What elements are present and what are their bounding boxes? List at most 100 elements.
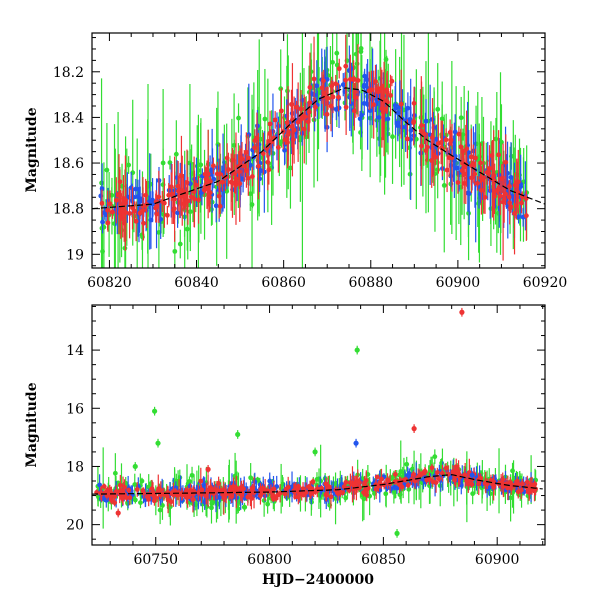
bottom-model-curve [92,474,543,495]
bottom-data-point [319,485,325,491]
top-data-point [100,219,105,225]
top-data-point [202,171,208,177]
top-data-point [104,167,110,173]
bottom-data-point [138,500,143,506]
bottom-data-point [394,479,400,485]
bottom-data-point [174,492,180,498]
bottom-data-point [109,497,115,503]
top-data-point [368,23,373,28]
top-data-point [238,155,244,161]
top-data-point [444,167,450,173]
bottom-data-point [296,484,301,489]
top-data-point [324,111,330,117]
top-data-point [113,197,119,203]
bottom-data-point [310,479,316,485]
bottom-data-point [476,481,482,487]
top-data-point [158,216,164,222]
top-data-point [250,174,255,179]
top-data-point [392,103,398,108]
bottom-data-point [126,487,132,493]
top-data-point [237,181,243,187]
bottom-data-point [229,494,235,499]
top-data-point [390,134,395,140]
top-y-tick-label: 18.4 [53,110,84,126]
bottom-plot-frame [91,304,546,546]
top-y-tick-label: 18.2 [53,65,84,81]
bottom-data-point [470,491,476,497]
top-data-point [173,151,179,157]
bottom-data-point [452,477,457,483]
top-data-point [466,210,471,216]
bottom-data-point [403,477,409,483]
bottom-data-point [422,469,428,475]
top-data-point [411,119,417,124]
bottom-data-point [144,494,150,500]
bottom-data-point [328,494,334,500]
bottom-data-point [520,481,525,487]
top-data-point [246,132,252,138]
top-data-point [336,66,342,72]
top-data-point [395,110,401,116]
top-data-point [439,145,444,151]
bottom-outlier-point [155,440,161,446]
bottom-data-point [103,497,109,503]
top-data-point [252,138,258,143]
top-data-point [117,179,123,185]
top-data-point [361,101,367,106]
top-data-point [243,168,249,174]
top-data-point [137,196,143,202]
top-data-point [330,94,336,100]
bottom-outlier-point [469,472,475,478]
top-data-point [297,137,303,143]
top-data-point [456,131,462,137]
bottom-x-tick-label: 60900 [475,552,520,568]
top-data-point [267,138,273,144]
top-data-point [334,50,340,56]
bottom-outlier-point [353,440,359,446]
bottom-data-point [151,491,157,497]
top-data-point [105,220,111,226]
bottom-data-point [439,470,445,476]
top-data-point [121,196,126,201]
top-data-point [351,76,356,82]
bottom-outlier-point [411,426,417,432]
top-data-point [143,192,149,198]
bottom-data-point [241,486,246,492]
top-data-point [314,83,320,89]
top-data-point [388,93,393,98]
bottom-x-tick-label: 60800 [247,552,292,568]
top-data-point [395,120,401,126]
bottom-data-point [204,490,210,496]
top-data-point [288,165,293,171]
bottom-y-tick-label: 16 [66,401,84,417]
top-y-tick-label: 19 [66,247,84,263]
top-data-point [429,158,435,163]
top-data-point [423,118,429,124]
top-data-point [243,150,249,155]
top-data-point [481,175,487,180]
top-data-point [154,203,159,209]
top-data-point [361,84,367,90]
bottom-y-axis-label: Magnitude [24,382,40,467]
top-data-point [404,136,410,142]
bottom-data-point [491,485,497,490]
top-data-point [184,180,190,185]
top-data-point [424,144,430,150]
bottom-data-point [245,494,251,500]
top-data-point [493,136,499,142]
top-data-point [352,89,358,95]
top-data-point [461,171,467,177]
bottom-data-point [406,486,412,492]
bottom-data-point [141,490,147,496]
bottom-y-tick-label: 18 [66,459,84,475]
top-data-point [458,115,464,121]
top-data-point [407,116,413,122]
top-data-point [478,160,483,166]
top-data-point [133,186,139,192]
bottom-data-point [341,484,347,490]
bottom-data-point [226,490,232,496]
bottom-data-point [361,490,367,495]
bottom-data-point [464,478,470,484]
top-data-point [267,121,273,127]
top-data-point [177,241,183,247]
